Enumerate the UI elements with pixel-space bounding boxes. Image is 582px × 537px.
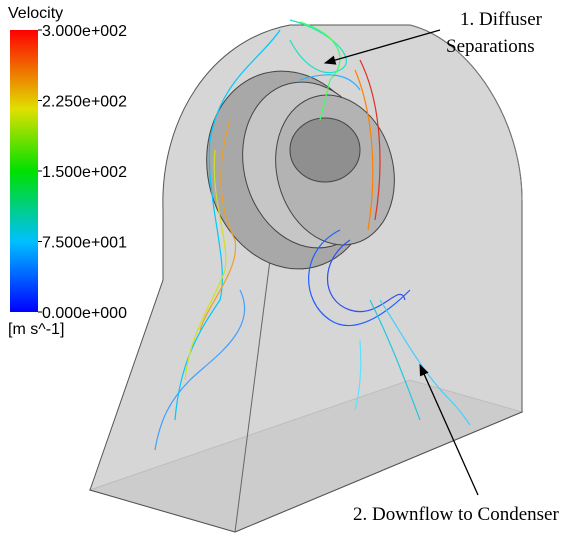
tick-label: 1.500e+002 <box>42 164 127 181</box>
tick-label: 3.000e+002 <box>42 23 127 40</box>
colorbar-unit: [m s^-1] <box>8 321 64 338</box>
annotation-text: 1. Diffuser <box>460 9 543 30</box>
annotation-text: 2. Downflow to Condenser <box>353 504 559 525</box>
tick-label: 2.250e+002 <box>42 94 127 111</box>
streamlines <box>154 19 471 451</box>
colorbar-scale <box>10 30 38 312</box>
tick-label: 7.500e+001 <box>42 235 127 252</box>
tick-label: 0.000e+000 <box>42 305 127 322</box>
annotation-2: 2. Downflow to Condenser <box>353 363 559 525</box>
annotation-arrow <box>419 363 479 496</box>
annotation-1: 1. Diffuser Separations <box>323 9 543 65</box>
annotation-arrow <box>323 29 441 65</box>
colorbar-title: Velocity <box>8 5 63 22</box>
geometry <box>88 24 524 533</box>
annotation-text: Separations <box>446 36 535 57</box>
colorbar: Velocity 3.000e+002 2.250e+002 1.500e+002 7… <box>8 5 127 338</box>
colorbar-ticks: 3.000e+002 2.250e+002 1.500e+002 7.500e+001… <box>38 23 127 322</box>
